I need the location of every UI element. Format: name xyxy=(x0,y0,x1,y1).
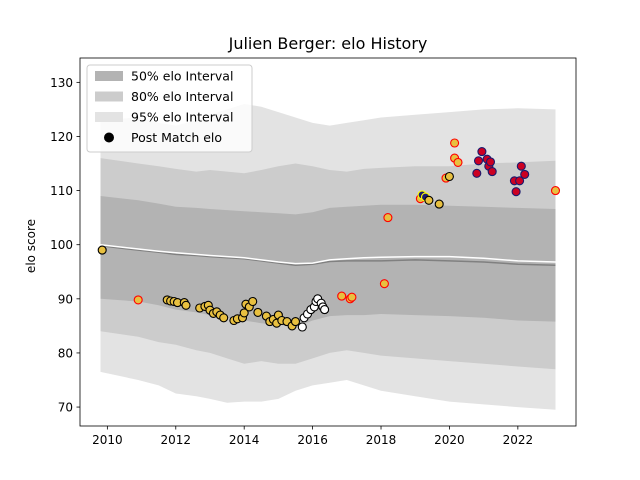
post-match-elo-point xyxy=(320,305,330,315)
post-match-elo-point xyxy=(383,213,393,223)
post-match-elo-point xyxy=(424,195,434,205)
post-match-elo-point xyxy=(477,147,487,157)
post-match-elo-point xyxy=(290,317,301,327)
post-match-elo-point xyxy=(219,313,229,323)
post-match-elo-point xyxy=(434,199,444,209)
post-match-elo-point xyxy=(485,157,496,167)
y-tick-label: 130 xyxy=(50,76,73,90)
post-match-elo-point xyxy=(450,138,460,148)
post-match-elo-point xyxy=(133,295,143,305)
y-tick-label: 120 xyxy=(50,130,73,144)
legend-label: 95% elo Interval xyxy=(131,110,233,125)
y-axis-label: elo score xyxy=(24,219,38,273)
legend-swatch xyxy=(95,71,123,81)
post-match-elo-point xyxy=(347,292,357,302)
post-match-elo-point xyxy=(453,157,463,167)
post-match-elo-point xyxy=(550,186,561,196)
post-match-elo-point xyxy=(516,161,526,171)
legend-swatch xyxy=(95,91,123,102)
post-match-elo-point xyxy=(511,187,521,197)
legend-label: 80% elo Interval xyxy=(131,89,233,104)
x-tick-label: 2012 xyxy=(161,433,192,447)
legend-box xyxy=(86,64,253,153)
post-match-elo-point xyxy=(337,291,347,301)
x-tick-label: 2016 xyxy=(297,433,328,447)
axes: 2010 2012 2014 2016 2018 2020 2022 70 80 90 100 110… xyxy=(50,57,577,447)
post-match-elo-point xyxy=(515,176,525,186)
axes-frame xyxy=(79,57,577,427)
post-match-elo-point xyxy=(181,300,191,310)
chart-title: Julien Berger: elo History xyxy=(228,34,428,53)
legend-swatch xyxy=(95,112,123,122)
y-tick-label: 90 xyxy=(58,292,73,306)
x-tick-label: 2020 xyxy=(434,433,465,447)
expected-elo-line xyxy=(100,243,556,265)
x-tick-label: 2018 xyxy=(366,433,397,447)
mean-elo-line xyxy=(100,245,556,267)
legend-label: Post Match elo xyxy=(131,130,222,145)
post-match-elo-point xyxy=(97,245,107,255)
y-tick-label: 80 xyxy=(58,346,73,360)
plot-area xyxy=(97,104,561,410)
post-match-elo-point xyxy=(297,322,307,332)
post-match-elo-point xyxy=(379,279,389,289)
x-tick-label: 2014 xyxy=(229,433,260,447)
post-match-elo-point xyxy=(487,167,497,177)
legend-label: 50% elo Interval xyxy=(131,69,233,84)
post-match-elo-point xyxy=(520,169,530,179)
x-tick-label: 2010 xyxy=(92,433,123,447)
post-match-elo-point xyxy=(253,307,263,317)
post-match-elo-point xyxy=(473,156,484,166)
post-match-elo-point xyxy=(472,168,482,178)
y-tick-label: 70 xyxy=(58,401,73,415)
legend-marker xyxy=(104,132,114,143)
legend: 50% elo Interval 80% elo Interval 95% elo … xyxy=(86,64,253,153)
post-match-elo-point xyxy=(444,171,454,182)
x-tick-label: 2022 xyxy=(503,433,534,447)
y-tick-label: 100 xyxy=(50,238,73,252)
post-match-elo-point xyxy=(248,296,258,307)
post-match-elo-point xyxy=(239,308,249,318)
y-tick-label: 110 xyxy=(50,184,73,198)
